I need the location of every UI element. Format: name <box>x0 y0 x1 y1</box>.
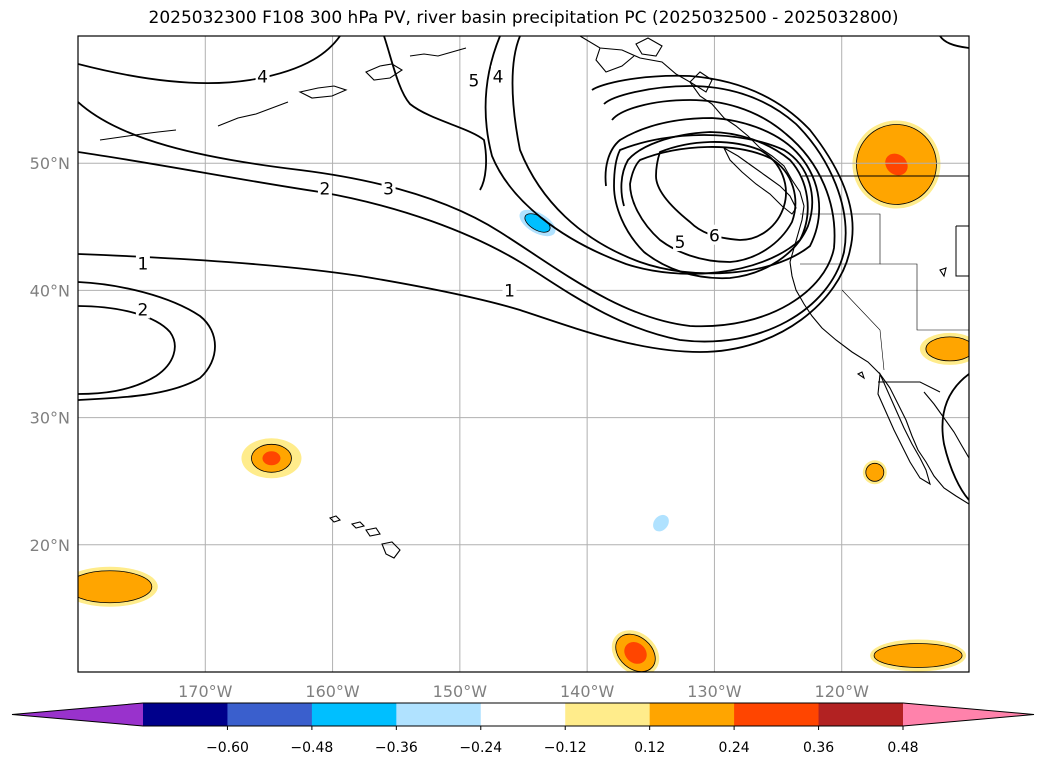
colorbar-segment <box>565 703 651 726</box>
contour-label: 5 <box>468 72 479 92</box>
contour-label-bg <box>255 65 270 86</box>
contour-label: 3 <box>383 180 394 200</box>
colorbar-segment <box>818 703 904 726</box>
contour-label: 2 <box>138 300 149 320</box>
contour-label: 1 <box>138 255 149 275</box>
colorbar-extend-low <box>12 703 143 726</box>
precip-region-level <box>873 643 963 668</box>
colorbar-tick-label: 0.36 <box>803 740 834 756</box>
colorbar-tick-label: 0.12 <box>634 740 665 756</box>
y-tick-label: 50°N <box>30 154 70 173</box>
x-tick-label: 130°W <box>687 682 742 701</box>
contour-label-bg <box>317 177 332 198</box>
contour-label-bg <box>135 298 150 319</box>
colorbar-tick-label: −0.12 <box>544 740 587 756</box>
colorbar-outline <box>11 702 1035 727</box>
colorbar-segment <box>396 703 482 726</box>
contour-label-bg <box>673 231 688 252</box>
plot-frame <box>77 35 970 673</box>
contour-label: 1 <box>504 281 515 301</box>
gridlines <box>78 36 969 672</box>
x-tick-label: 140°W <box>560 682 615 701</box>
colorbar: −0.60 −0.48 −0.36 −0.24 −0.12 0.12 0.24 0.36 0.4… <box>11 702 1035 756</box>
x-tick-labels: 170°W 160°W 150°W 140°W 130°W 120°W <box>178 682 869 701</box>
colorbar-extend-high <box>903 703 1034 726</box>
colorbar-tick-label: 0.24 <box>719 740 750 756</box>
chart-title: 2025032300 F108 300 hPa PV, river basin … <box>148 8 899 28</box>
colorbar-segment <box>311 703 397 726</box>
y-tick-label: 20°N <box>30 536 70 555</box>
contour-label: 6 <box>709 227 720 247</box>
y-tick-labels: 20°N 30°N 40°N 50°N <box>30 154 70 555</box>
precip-region-level <box>78 570 153 604</box>
colorbar-segment <box>480 703 566 726</box>
contour-label-bg <box>466 69 481 90</box>
precip-region-level <box>653 514 669 532</box>
contour-label: 2 <box>320 180 331 200</box>
contour-label-bg <box>502 279 517 300</box>
contour-label-bg <box>707 224 722 245</box>
colorbar-segment <box>143 703 228 726</box>
colorbar-tick-label: −0.36 <box>375 740 418 756</box>
contour-label-bg <box>381 177 396 198</box>
precipitation-shading <box>78 120 969 672</box>
y-tick-label: 40°N <box>30 281 70 300</box>
contour-label: 5 <box>675 233 686 253</box>
contour-label-bg <box>491 65 506 86</box>
contour-label-bg <box>135 252 150 273</box>
colorbar-tick-label: 0.48 <box>887 740 918 756</box>
x-tick-label: 160°W <box>305 682 360 701</box>
precip-region-level <box>262 451 281 466</box>
colorbar-segment <box>649 703 735 726</box>
contour-label: 4 <box>493 68 504 88</box>
colorbar-tick-label: −0.24 <box>459 740 502 756</box>
colorbar-segment <box>734 703 820 726</box>
contour-label: 4 <box>257 68 268 88</box>
precip-region-level <box>885 153 908 176</box>
x-tick-label: 150°W <box>433 682 488 701</box>
precip-region-level <box>865 462 885 482</box>
colorbar-segment <box>227 703 313 726</box>
colorbar-tick-label: −0.60 <box>206 740 249 756</box>
y-tick-label: 30°N <box>30 409 70 428</box>
x-tick-label: 170°W <box>178 682 233 701</box>
colorbar-tick-label: −0.48 <box>290 740 333 756</box>
x-tick-label: 120°W <box>815 682 870 701</box>
plot-area <box>78 36 969 672</box>
precip-region-level <box>925 336 969 362</box>
pv-contours <box>78 36 969 501</box>
precip-region-level <box>624 642 647 664</box>
